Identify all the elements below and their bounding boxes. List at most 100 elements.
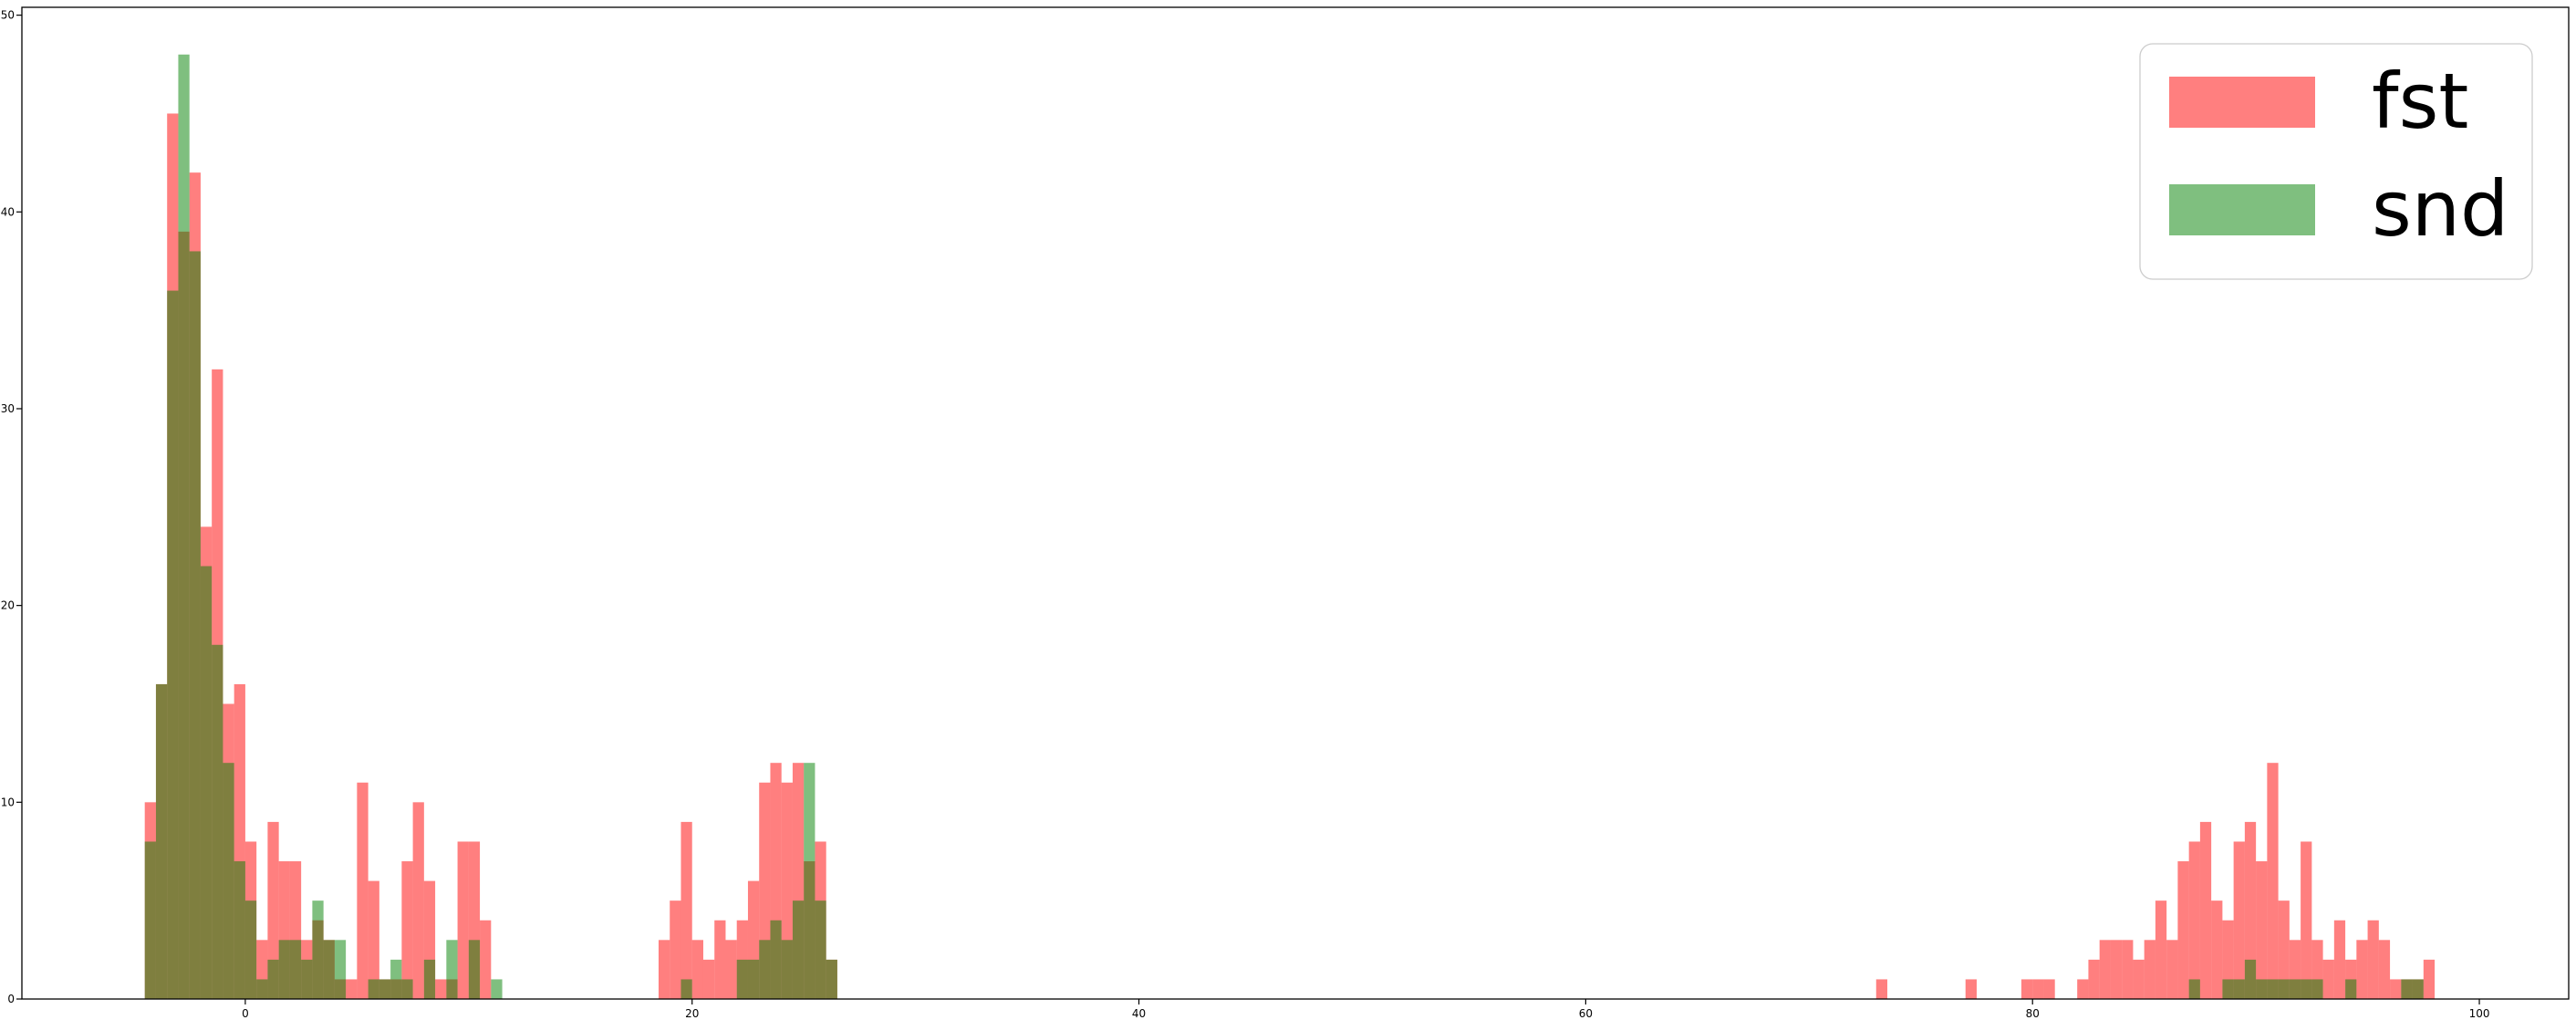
bar-snd	[2244, 959, 2257, 999]
bar-snd	[491, 979, 503, 999]
bar-snd	[379, 979, 391, 999]
bar-snd	[826, 959, 837, 999]
x-tick-label: 60	[1579, 1007, 1593, 1020]
bar-fst	[2423, 959, 2436, 999]
bar-fst	[2256, 861, 2268, 999]
bar-fst	[2122, 940, 2134, 999]
bar-snd	[289, 940, 302, 999]
y-tick-label: 40	[1, 205, 15, 218]
bar-fst	[2378, 940, 2391, 999]
bar-snd	[2345, 979, 2357, 999]
bar-fst	[457, 841, 469, 999]
bar-fst	[2367, 920, 2379, 999]
bar-snd	[736, 959, 748, 999]
bar-snd	[747, 959, 760, 999]
bar-snd	[2188, 979, 2200, 999]
bar-fst	[2267, 763, 2279, 999]
y-tick-label: 10	[1, 796, 15, 808]
bar-fst	[346, 979, 358, 999]
bar-fst	[1965, 979, 1977, 999]
bar-fst	[2301, 841, 2312, 999]
bar-snd	[2233, 979, 2245, 999]
bar-fst	[2099, 940, 2111, 999]
bar-fst	[2177, 861, 2189, 999]
bar-snd	[2267, 979, 2279, 999]
bar-fst	[368, 880, 379, 999]
legend-swatch-fst	[2169, 77, 2315, 128]
y-tick-label: 0	[7, 993, 15, 1005]
bar-fst	[2144, 940, 2155, 999]
bar-fst	[267, 821, 279, 999]
bar-fst	[2333, 920, 2346, 999]
bar-snd	[2222, 979, 2234, 999]
bar-snd	[759, 940, 771, 999]
bar-snd	[2301, 979, 2312, 999]
x-tick-label: 40	[1132, 1007, 1146, 1020]
bar-snd	[334, 940, 347, 999]
bar-snd	[178, 54, 190, 999]
bar-fst	[2390, 979, 2402, 999]
bar-fst	[2088, 959, 2100, 999]
bar-snd	[680, 979, 692, 999]
bar-fst	[2032, 979, 2044, 999]
bar-snd	[323, 940, 335, 999]
bar-fst	[2233, 841, 2245, 999]
legend-label-snd: snd	[2372, 164, 2508, 254]
bar-snd	[401, 979, 413, 999]
bar-snd	[223, 763, 234, 999]
bar-snd	[2412, 979, 2424, 999]
x-tick-label: 100	[2469, 1007, 2490, 1020]
bar-fst	[2322, 959, 2334, 999]
bar-fst	[2133, 959, 2145, 999]
bar-fst	[2356, 940, 2368, 999]
bar-fst	[2211, 900, 2223, 999]
x-tick-label: 80	[2026, 1007, 2040, 1020]
y-tick-label: 30	[1, 402, 15, 415]
bar-snd	[301, 959, 313, 999]
bar-fst	[2155, 900, 2167, 999]
bar-snd	[423, 959, 436, 999]
bar-fst	[2020, 979, 2033, 999]
bar-snd	[2289, 979, 2301, 999]
bar-fst	[412, 802, 424, 999]
bar-fst	[680, 821, 692, 999]
bar-snd	[770, 920, 782, 999]
bar-snd	[815, 900, 826, 999]
bar-snd	[2401, 979, 2413, 999]
bar-snd	[781, 940, 793, 999]
bar-snd	[2278, 979, 2290, 999]
bar-snd	[212, 644, 223, 999]
bar-fst	[2244, 821, 2257, 999]
bar-fst	[714, 920, 726, 999]
bar-fst	[670, 900, 681, 999]
bar-fst	[2188, 841, 2200, 999]
plot-frame	[21, 6, 2570, 1000]
bar-fst	[725, 940, 737, 999]
bar-fst	[2278, 900, 2290, 999]
x-tick-label: 0	[242, 1007, 249, 1020]
bar-fst	[401, 861, 413, 999]
y-axis: 0 10 20 30 40 50	[1, 9, 22, 1005]
bar-snd	[312, 900, 324, 999]
y-tick-label: 20	[1, 599, 15, 612]
legend-label-fst: fst	[2372, 57, 2468, 146]
bar-snd	[368, 979, 379, 999]
bar-fst	[2166, 940, 2178, 999]
bar-fst	[1875, 979, 1888, 999]
bar-fst	[357, 782, 369, 999]
x-tick-label: 20	[685, 1007, 699, 1020]
bar-snd	[155, 683, 168, 999]
bar-fst	[659, 940, 670, 999]
bar-snd	[446, 940, 458, 999]
bar-fst	[480, 920, 492, 999]
bar-fst	[702, 959, 715, 999]
legend-swatch-snd	[2169, 184, 2315, 235]
bar-snd	[468, 940, 481, 999]
bar-snd	[390, 959, 402, 999]
bars-layer	[144, 54, 2436, 1000]
y-tick-label: 50	[1, 9, 15, 22]
x-axis: 0 20 40 60 80 100	[242, 999, 2489, 1020]
bar-snd	[256, 979, 268, 999]
bar-snd	[804, 763, 815, 999]
